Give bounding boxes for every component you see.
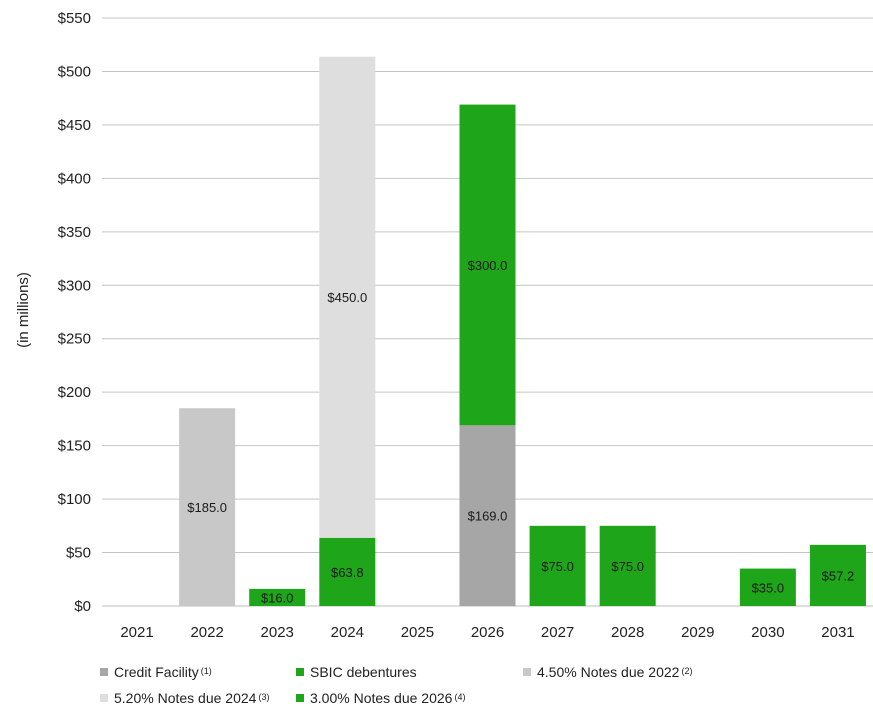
data-label: $57.2 [822, 568, 855, 583]
y-tick-label: $350 [58, 224, 91, 241]
data-label: $300.0 [468, 258, 508, 273]
data-label: $35.0 [752, 580, 785, 595]
x-tick-label: 2027 [541, 624, 574, 641]
bar-segment [739, 568, 796, 606]
data-label: $185.0 [187, 500, 227, 515]
bar-segment [249, 588, 306, 606]
x-tick-label: 2028 [611, 624, 644, 641]
bar-segment [319, 56, 376, 538]
x-tick-label: 2026 [471, 624, 504, 641]
x-axis-tick-labels: 2021 2022 2023 2024 2025 2026 2027 2028 2029 2030… [120, 624, 854, 641]
y-tick-label: $100 [58, 491, 91, 508]
bar-segment [319, 537, 376, 606]
bar-segment [809, 544, 866, 606]
data-label: $450.0 [327, 290, 367, 305]
y-tick-label: $400 [58, 170, 91, 187]
x-tick-label: 2031 [821, 624, 854, 641]
y-axis-label: (in millions) [15, 272, 32, 348]
y-tick-label: $550 [58, 10, 91, 27]
y-tick-label: $0 [74, 598, 91, 615]
y-tick-label: $250 [58, 331, 91, 348]
data-label: $75.0 [611, 559, 644, 574]
bar-segment [599, 525, 656, 606]
bar-segment [179, 408, 236, 606]
x-tick-label: 2021 [120, 624, 153, 641]
data-labels: $185.0 $16.0 $63.8 $450.0 $169.0 $300.0 $75.0 $… [187, 258, 854, 605]
y-tick-label: $300 [58, 277, 91, 294]
bar-segment [529, 525, 586, 606]
bar-segment [459, 425, 516, 606]
y-tick-label: $450 [58, 117, 91, 134]
y-tick-label: $500 [58, 63, 91, 80]
y-tick-label: $150 [58, 438, 91, 455]
bar-segment [459, 104, 516, 426]
bars [179, 56, 866, 606]
data-label: $75.0 [541, 559, 574, 574]
y-tick-label: $200 [58, 384, 91, 401]
y-axis-tick-labels: $0 $50 $100 $150 $200 $250 $300 $350 $400 $450 $50… [58, 10, 91, 615]
data-label: $63.8 [331, 565, 364, 580]
y-tick-label: $50 [66, 545, 91, 562]
x-tick-label: 2022 [190, 624, 223, 641]
x-tick-label: 2024 [331, 624, 364, 641]
x-tick-label: 2029 [681, 624, 714, 641]
x-tick-label: 2025 [401, 624, 434, 641]
x-tick-label: 2030 [751, 624, 784, 641]
data-label: $16.0 [261, 590, 294, 605]
data-label: $169.0 [468, 509, 508, 524]
x-tick-label: 2023 [261, 624, 294, 641]
